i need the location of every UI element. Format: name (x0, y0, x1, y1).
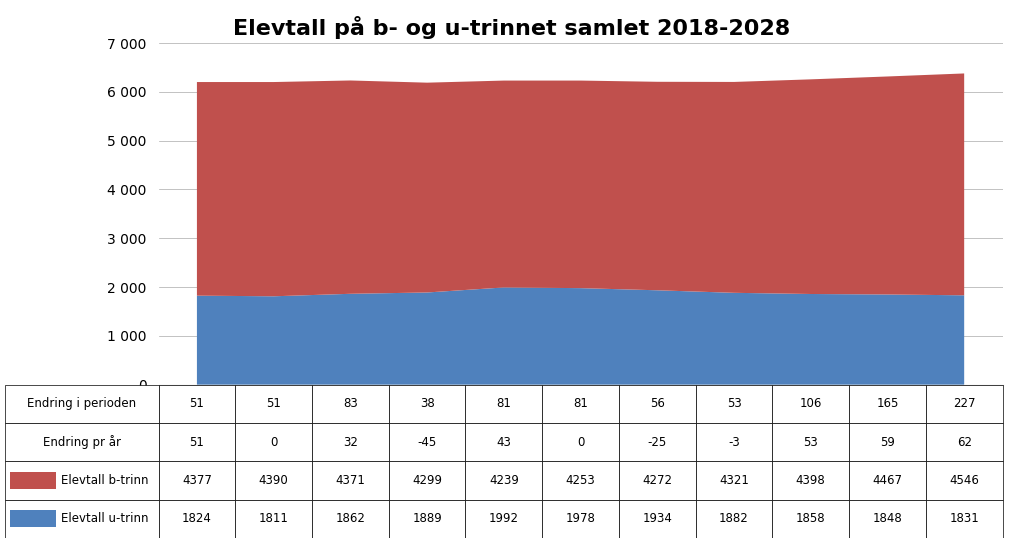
Text: Elevtall b-trinn: Elevtall b-trinn (61, 474, 149, 487)
Bar (389, 462, 465, 500)
Text: 43: 43 (496, 436, 512, 449)
Text: Endring pr år: Endring pr år (43, 435, 121, 449)
Text: 1831: 1831 (949, 512, 979, 525)
Text: 1992: 1992 (489, 512, 519, 525)
Text: Elevtall på b- og u-trinnet samlet 2018-2028: Elevtall på b- og u-trinnet samlet 2018-… (233, 16, 790, 39)
Text: -45: -45 (417, 436, 437, 449)
Text: 59: 59 (880, 436, 895, 449)
Bar (312, 500, 389, 538)
Bar (465, 423, 542, 462)
Text: 227: 227 (953, 398, 975, 410)
Bar (5, 500, 159, 538)
Bar (159, 423, 235, 462)
Bar (619, 500, 696, 538)
Text: 83: 83 (343, 398, 358, 410)
Bar (619, 385, 696, 423)
Bar (542, 500, 619, 538)
Text: 4390: 4390 (259, 474, 288, 487)
Text: 1811: 1811 (259, 512, 288, 525)
Text: 4272: 4272 (642, 474, 672, 487)
Bar (235, 462, 312, 500)
Text: 4239: 4239 (489, 474, 519, 487)
Bar (772, 423, 849, 462)
Text: 1934: 1934 (642, 512, 672, 525)
Text: 32: 32 (343, 436, 358, 449)
Bar (312, 462, 389, 500)
Bar (465, 462, 542, 500)
Bar (619, 423, 696, 462)
Bar (312, 385, 389, 423)
Bar (926, 385, 1003, 423)
Bar (159, 500, 235, 538)
Bar (5, 385, 159, 423)
Text: 51: 51 (189, 436, 205, 449)
Text: 4299: 4299 (412, 474, 442, 487)
Text: 53: 53 (803, 436, 818, 449)
Bar (5, 423, 159, 462)
Bar (312, 423, 389, 462)
Bar (159, 385, 235, 423)
Bar (696, 500, 772, 538)
Bar (772, 385, 849, 423)
Bar (619, 462, 696, 500)
Bar (696, 462, 772, 500)
Bar (465, 385, 542, 423)
Text: 1978: 1978 (566, 512, 595, 525)
Text: 1824: 1824 (182, 512, 212, 525)
Bar (542, 462, 619, 500)
Text: -3: -3 (728, 436, 740, 449)
Bar (235, 385, 312, 423)
Text: 51: 51 (266, 398, 281, 410)
Text: Elevtall u-trinn: Elevtall u-trinn (61, 512, 149, 525)
Bar (542, 423, 619, 462)
Bar (849, 462, 926, 500)
Text: 53: 53 (726, 398, 742, 410)
Bar (235, 423, 312, 462)
Text: 106: 106 (800, 398, 821, 410)
Text: 4253: 4253 (566, 474, 595, 487)
Bar (10, 472, 56, 489)
Text: 4321: 4321 (719, 474, 749, 487)
Text: Endring i perioden: Endring i perioden (28, 398, 136, 410)
Text: 1862: 1862 (336, 512, 365, 525)
Bar (542, 385, 619, 423)
Bar (772, 500, 849, 538)
Bar (849, 385, 926, 423)
Bar (926, 423, 1003, 462)
Text: 4546: 4546 (949, 474, 979, 487)
Bar (159, 462, 235, 500)
Text: 4371: 4371 (336, 474, 365, 487)
Text: 1858: 1858 (796, 512, 826, 525)
Text: 165: 165 (877, 398, 898, 410)
Text: 1882: 1882 (719, 512, 749, 525)
Text: 81: 81 (573, 398, 588, 410)
Bar (849, 423, 926, 462)
Bar (849, 500, 926, 538)
Text: 4467: 4467 (873, 474, 902, 487)
Text: 0: 0 (270, 436, 277, 449)
Text: -25: -25 (648, 436, 667, 449)
Bar (926, 462, 1003, 500)
Text: 56: 56 (650, 398, 665, 410)
Text: 4377: 4377 (182, 474, 212, 487)
Text: 1848: 1848 (873, 512, 902, 525)
Bar (5, 462, 159, 500)
Text: 62: 62 (957, 436, 972, 449)
Bar (235, 500, 312, 538)
Text: 81: 81 (496, 398, 512, 410)
Bar (696, 423, 772, 462)
Bar (389, 500, 465, 538)
Bar (389, 423, 465, 462)
Text: 51: 51 (189, 398, 205, 410)
Text: 38: 38 (419, 398, 435, 410)
Bar (772, 462, 849, 500)
Bar (389, 385, 465, 423)
Bar (465, 500, 542, 538)
Bar (10, 510, 56, 527)
Bar (696, 385, 772, 423)
Text: 4398: 4398 (796, 474, 826, 487)
Text: 1889: 1889 (412, 512, 442, 525)
Text: 0: 0 (577, 436, 584, 449)
Bar (926, 500, 1003, 538)
